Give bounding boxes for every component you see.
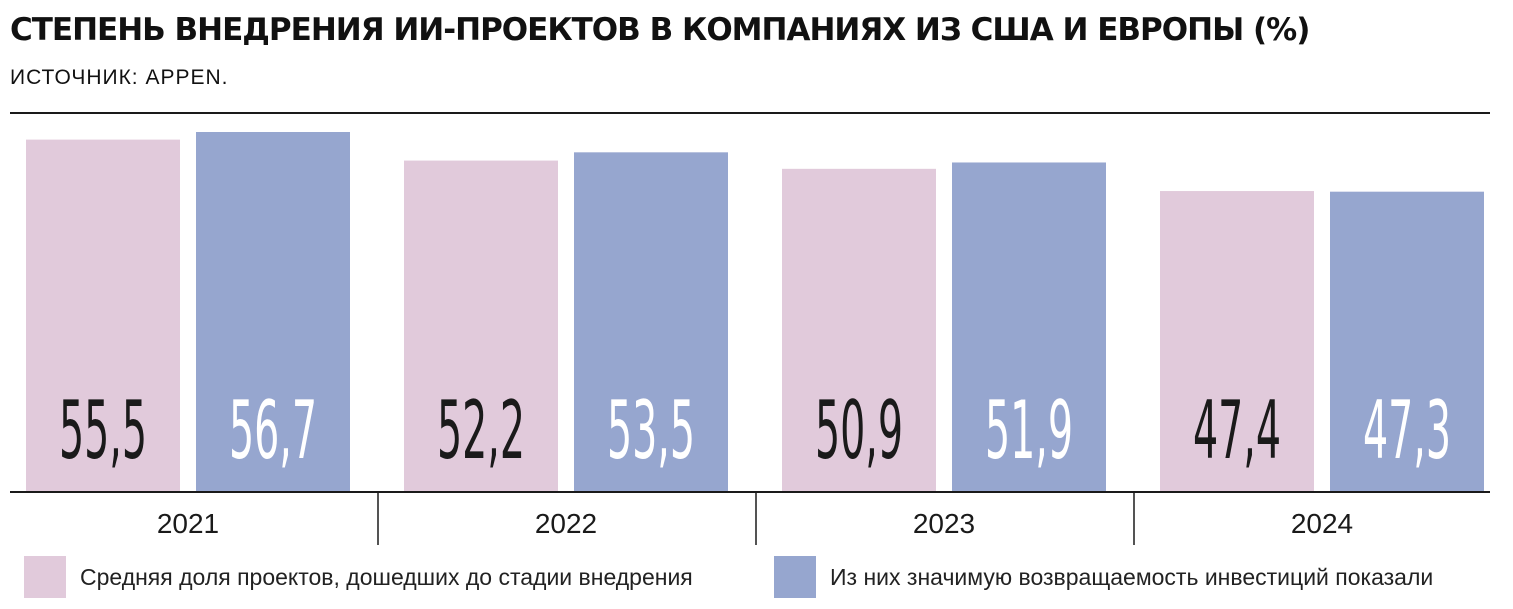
data-label-2021-series-2: 56,7 — [229, 385, 317, 478]
chart-source: ИСТОЧНИК: APPEN. — [10, 66, 229, 89]
bar-2021-series-2 — [196, 132, 350, 492]
legend-swatch-series-2 — [774, 556, 816, 598]
data-label-2024-series-1: 47,4 — [1193, 385, 1281, 478]
title-divider — [10, 112, 1490, 114]
chart-title: СТЕПЕНЬ ВНЕДРЕНИЯ ИИ-ПРОЕКТОВ В КОМПАНИЯ… — [10, 12, 1310, 48]
bar-2022-series-1 — [404, 160, 558, 493]
x-tick-label-2022: 2022 — [535, 508, 597, 539]
bar-2024-series-1 — [1160, 191, 1314, 493]
bar-2023-series-2 — [952, 162, 1106, 492]
bar-2022-series-2 — [574, 152, 728, 493]
legend-swatch-series-1 — [24, 556, 66, 598]
bar-2021-series-1 — [26, 139, 180, 492]
data-label-2022-series-1: 52,2 — [437, 385, 525, 478]
legend-item-series-1: Средняя доля проектов, дошедших до стади… — [24, 556, 693, 598]
bar-chart: 55,5 56,7 2021 52,2 53,5 2022 50,9 51,9 2023 47,4… — [10, 132, 1490, 545]
legend-label-series-1: Средняя доля проектов, дошедших до стади… — [80, 563, 693, 590]
bar-2024-series-2 — [1330, 191, 1484, 492]
x-tick-label-2024: 2024 — [1291, 508, 1353, 539]
data-label-2021-series-1: 55,5 — [59, 385, 147, 478]
legend-label-series-2: Из них значимую возвращаемость инвестици… — [830, 563, 1434, 590]
data-label-2022-series-2: 53,5 — [607, 385, 695, 478]
data-label-2023-series-1: 50,9 — [815, 385, 903, 478]
data-label-2023-series-2: 51,9 — [985, 385, 1073, 478]
data-label-2024-series-2: 47,3 — [1363, 385, 1451, 478]
x-tick-label-2023: 2023 — [913, 508, 975, 539]
bar-2023-series-1 — [782, 168, 936, 493]
x-tick-label-2021: 2021 — [157, 508, 219, 539]
legend-item-series-2: Из них значимую возвращаемость инвестици… — [774, 556, 1433, 598]
